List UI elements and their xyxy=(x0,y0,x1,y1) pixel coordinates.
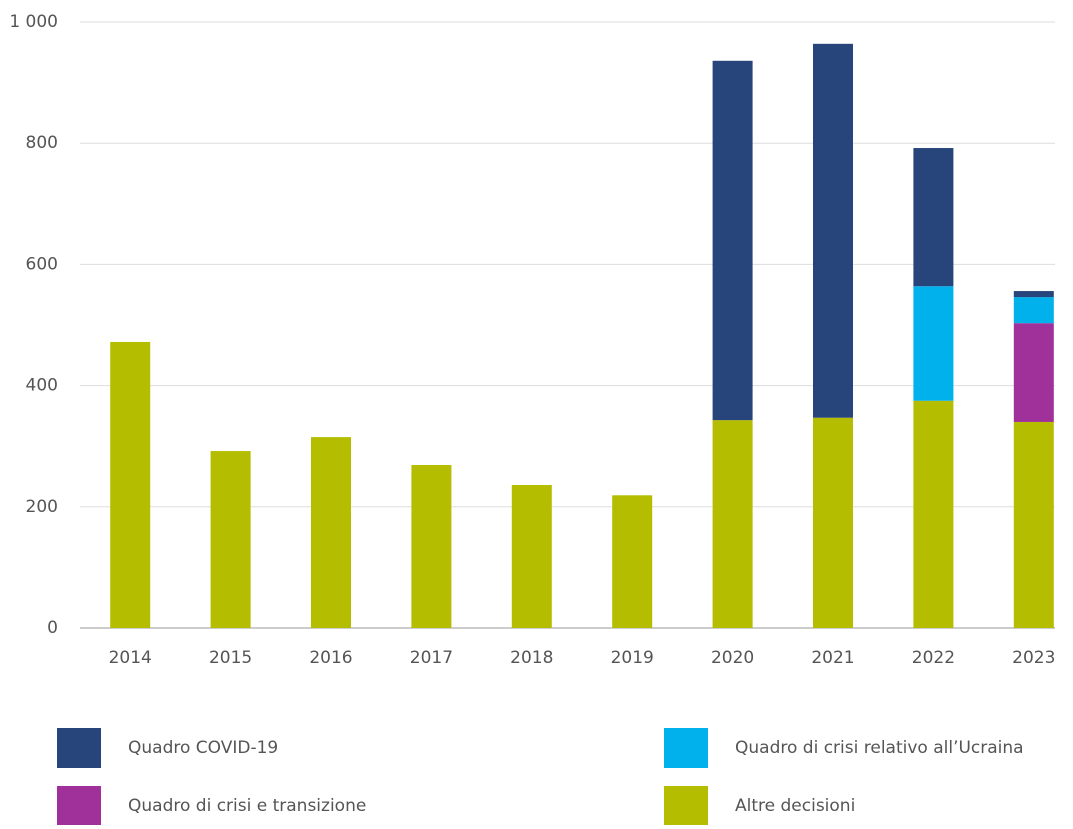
x-tick-label: 2018 xyxy=(510,648,553,668)
bar-segment xyxy=(712,420,753,628)
legend-swatch xyxy=(57,786,101,826)
bar-segment xyxy=(712,60,753,421)
bar-segment xyxy=(1013,323,1054,422)
y-tick-label: 1 000 xyxy=(9,12,58,32)
legend-label: Quadro COVID-19 xyxy=(128,738,278,758)
bar-segment xyxy=(1013,421,1054,628)
bar-segment xyxy=(110,341,151,628)
y-tick-label: 800 xyxy=(26,133,58,153)
y-tick-label: 0 xyxy=(47,618,58,638)
legend-label: Quadro di crisi e transizione xyxy=(128,796,366,816)
y-tick-label: 400 xyxy=(26,376,58,396)
x-tick-label: 2021 xyxy=(811,648,854,668)
x-tick-label: 2020 xyxy=(711,648,754,668)
bar-segment xyxy=(411,464,452,628)
bar-segment xyxy=(913,400,954,628)
bar-segment xyxy=(913,286,954,401)
bar-segment xyxy=(612,495,653,628)
x-tick-label: 2023 xyxy=(1012,648,1055,668)
bar-segment xyxy=(311,437,351,628)
x-tick-label: 2015 xyxy=(209,648,252,668)
y-tick-label: 600 xyxy=(26,254,58,274)
legend-label: Quadro di crisi relativo all’Ucraina xyxy=(735,738,1024,758)
x-tick-label: 2014 xyxy=(109,648,152,668)
bar-segment xyxy=(1013,291,1054,298)
legend-swatch xyxy=(664,728,708,768)
legend-swatch xyxy=(57,728,101,768)
x-tick-label: 2022 xyxy=(912,648,955,668)
bar-segment xyxy=(210,451,251,628)
x-tick-label: 2019 xyxy=(611,648,654,668)
bar-segment xyxy=(813,417,853,628)
x-tick-label: 2016 xyxy=(309,648,352,668)
legend-label: Altre decisioni xyxy=(735,796,855,816)
bar-segment xyxy=(813,43,853,418)
bar-segment xyxy=(511,484,552,628)
y-tick-label: 200 xyxy=(26,497,58,517)
legend-swatch xyxy=(664,786,708,826)
x-tick-label: 2017 xyxy=(410,648,453,668)
bar-segment xyxy=(913,148,954,287)
bar-segment xyxy=(1013,297,1054,324)
